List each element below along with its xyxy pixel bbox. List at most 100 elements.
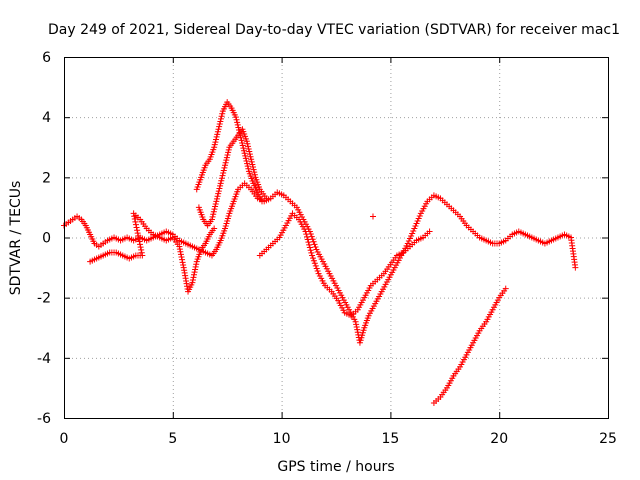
data-point-1-8-14 (131, 213, 138, 220)
x-tick-label-4: 20 (490, 431, 508, 447)
data-point-3-7-3 (304, 236, 311, 243)
data-point-1-16-7 (180, 261, 187, 268)
y-tick-label-3: 0 (42, 231, 51, 247)
data-point-0-59-5 (410, 227, 417, 234)
y-tick-label-6: 6 (42, 50, 51, 66)
data-point-2-20-1 (213, 195, 220, 202)
data-point-3-7-8 (308, 249, 315, 256)
data-point-2-10-3 (239, 139, 246, 146)
data-point-2-19 (208, 216, 215, 223)
data-point-2-5 (215, 126, 222, 133)
data-point-3-7-6 (306, 244, 313, 251)
data-point-0-29-2 (223, 220, 230, 227)
data-point-2-21-6 (221, 164, 228, 171)
data-point-2-11-4 (244, 160, 251, 167)
axis-ticks (64, 57, 609, 419)
data-point-3-8-2 (310, 257, 317, 264)
data-point-2-11-2 (242, 155, 249, 162)
data-point-0-59-2 (406, 235, 413, 242)
data-point-0-59-4 (409, 230, 416, 237)
chart-title: Day 249 of 2021, Sidereal Day-to-day VTE… (48, 22, 620, 38)
data-point-2-20 (213, 198, 220, 205)
data-point-4-11 (502, 285, 509, 292)
data-point-0-29-5 (225, 212, 232, 219)
x-tick-label-1: 5 (168, 431, 177, 447)
data-point-0-60-5 (416, 212, 423, 219)
data-point-1-19-7 (193, 261, 200, 268)
x-tick-label-3: 15 (381, 431, 399, 447)
data-point-2-20-2 (214, 193, 221, 200)
y-tick-label-2: -2 (37, 291, 51, 307)
data-point-2-21-1 (218, 177, 225, 184)
data-point-2-22-1 (222, 159, 229, 166)
data-point-0-29-4 (224, 215, 231, 222)
data-point-0-59 (404, 240, 411, 247)
data-point-2-20-4 (215, 188, 222, 195)
data-point-1-19-6 (192, 263, 199, 270)
data-point-1-8-12 (132, 218, 139, 225)
data-point-1-19-4 (191, 269, 198, 276)
data-point-1-8-9 (134, 227, 141, 234)
data-point-0-60-4 (415, 215, 422, 222)
data-point-1-24 (211, 225, 218, 232)
data-point-2-4-6 (214, 128, 221, 135)
data-point-2-19-2 (210, 211, 217, 218)
data-point-1-19-3 (191, 271, 198, 278)
y-tick-labels: -6 -4 -2 0 2 4 6 (37, 50, 51, 427)
data-point-2-21-3 (219, 172, 226, 179)
data-point-0-29-3 (224, 217, 231, 224)
data-point-2-9-3 (234, 121, 241, 128)
data-point-2-10-4 (239, 142, 246, 149)
data-point-0-29-1 (222, 222, 229, 229)
data-point-1-19-2 (190, 274, 197, 281)
data-point-2-27-5 (246, 151, 253, 158)
data-point-0-85 (572, 264, 579, 271)
data-point-2-5-2 (216, 121, 223, 128)
y-tick-label-5: 4 (42, 110, 51, 126)
data-point-2-27-3 (245, 145, 252, 152)
data-point-2-5-3 (217, 118, 224, 125)
data-point-0-60 (411, 225, 418, 232)
data-point-2-9 (232, 114, 239, 121)
data-point-1-8 (139, 252, 146, 259)
series-track-descent (430, 285, 509, 406)
data-point-0-51-5 (360, 327, 367, 334)
x-tick-label-5: 25 (599, 431, 617, 447)
data-point-2-5-6 (219, 110, 226, 117)
data-point-1-16-3 (177, 251, 184, 258)
x-tick-label-0: 0 (60, 431, 69, 447)
data-point-2-22-3 (223, 154, 230, 161)
data-point-2-9-4 (235, 124, 242, 131)
data-point-3-7-7 (307, 247, 314, 254)
data-point-0-51 (356, 339, 363, 346)
data-point-2-22 (222, 162, 229, 169)
data-point-2-21-5 (220, 167, 227, 174)
data-point-2-27-6 (247, 153, 254, 160)
data-point-2-11-3 (243, 158, 250, 165)
data-point-2-27-1 (244, 140, 251, 147)
data-point-2-10-5 (240, 145, 247, 152)
data-point-2-15 (259, 198, 266, 205)
data-point-1-8-1 (138, 249, 145, 256)
data-point-2-27 (243, 138, 250, 145)
data-point-3-27 (369, 213, 376, 220)
data-point-3-7-5 (306, 241, 313, 248)
data-point-2-21-2 (218, 175, 225, 182)
data-point-1-8-7 (135, 232, 142, 239)
data-point-2-28-4 (250, 166, 257, 173)
data-point-2-21-4 (220, 170, 227, 177)
data-point-2-4-1 (211, 141, 218, 148)
data-point-2-28-6 (251, 171, 258, 178)
data-point-3-26 (426, 228, 433, 235)
data-point-2-21 (217, 180, 224, 187)
y-tick-label-4: 2 (42, 170, 51, 186)
data-point-1-8-13 (131, 216, 138, 223)
data-point-0-51-3 (359, 332, 366, 339)
data-point-2-11-6 (245, 165, 252, 172)
data-point-2-22-2 (223, 157, 230, 164)
data-point-2-19-5 (212, 203, 219, 210)
data-point-0-50-1 (353, 321, 360, 328)
data-point-3-7-1 (303, 231, 310, 238)
data-point-0-43-5 (311, 241, 318, 248)
